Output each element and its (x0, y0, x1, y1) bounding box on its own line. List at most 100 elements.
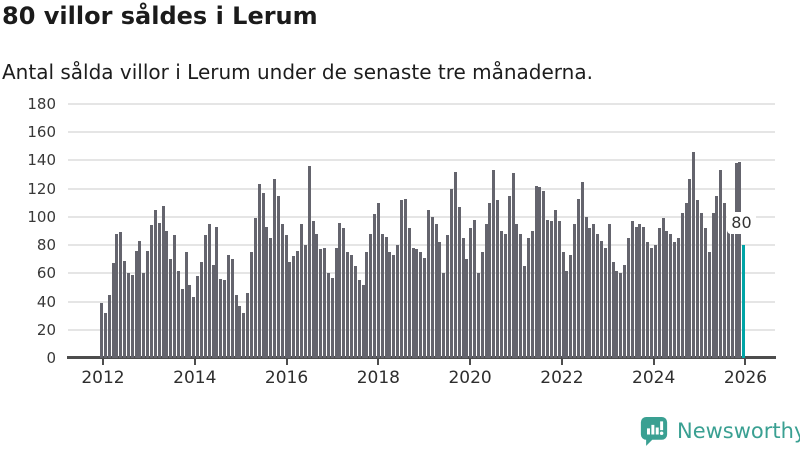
x-axis-tick (652, 359, 655, 365)
bar (530, 231, 534, 358)
bar (665, 231, 669, 358)
bar (642, 226, 646, 358)
bar (365, 252, 369, 358)
gridline (68, 131, 775, 134)
bar (469, 228, 473, 358)
bar (407, 228, 411, 358)
bar (511, 173, 515, 358)
bar (553, 209, 557, 358)
bar (399, 199, 403, 358)
bar (584, 216, 588, 358)
bar (657, 228, 661, 358)
bar (134, 250, 138, 358)
bar (738, 161, 742, 358)
page-title: 80 villor såldes i Lerum (2, 2, 318, 30)
bar-highlighted (742, 245, 746, 358)
x-axis-tick-label: 2018 (356, 368, 400, 388)
bar (226, 254, 230, 358)
bar (319, 249, 323, 358)
bar (323, 247, 327, 358)
bar (726, 228, 730, 358)
bar (280, 223, 284, 358)
bar (173, 235, 177, 358)
bar (561, 252, 565, 358)
bar (603, 247, 607, 358)
x-axis-tick (744, 359, 747, 365)
newsworthy-wordmark: Newsworthy (677, 419, 800, 443)
bar (638, 223, 642, 358)
bar (161, 205, 165, 358)
newsworthy-logo[interactable]: Newsworthy (640, 416, 800, 446)
bar (426, 209, 430, 358)
bar (392, 254, 396, 358)
bar (357, 280, 361, 358)
bar (499, 231, 503, 358)
bar (230, 259, 234, 358)
bar (242, 312, 246, 358)
bar (119, 232, 123, 358)
bar (480, 252, 484, 358)
bar (453, 171, 457, 358)
bar (619, 273, 623, 358)
bar (203, 235, 207, 358)
bar (615, 270, 619, 358)
bar (730, 214, 734, 358)
bar (207, 223, 211, 358)
bar (542, 191, 546, 358)
bar (376, 202, 380, 358)
bar (199, 262, 203, 358)
bar (269, 238, 273, 358)
y-axis-tick-label: 140 (27, 151, 56, 170)
x-axis-tick (102, 359, 104, 365)
bar (126, 273, 130, 358)
bar (661, 218, 665, 358)
bar (434, 223, 438, 358)
x-axis-tick (193, 359, 196, 365)
bar (538, 187, 542, 358)
bar (734, 163, 738, 358)
bar (165, 231, 169, 358)
bar (492, 170, 496, 358)
y-axis-tick-label: 100 (27, 207, 56, 226)
gridline (68, 187, 775, 190)
bar (196, 276, 200, 358)
bar (684, 202, 688, 358)
bar (257, 184, 261, 358)
bar (265, 226, 269, 358)
bar (188, 284, 192, 358)
x-axis-tick-label: 2020 (448, 368, 492, 388)
bar (153, 209, 157, 358)
bar (476, 273, 480, 358)
bar (634, 226, 638, 358)
y-axis-tick-label: 0 (46, 349, 56, 367)
bar (438, 242, 442, 358)
bar (707, 252, 711, 358)
x-axis-tick (560, 359, 563, 365)
x-axis-tick-label: 2024 (632, 368, 676, 388)
bar (461, 238, 465, 358)
bar (334, 247, 338, 358)
bar (696, 199, 700, 358)
bar (411, 247, 415, 358)
bar (284, 235, 288, 358)
bar (361, 284, 365, 358)
gridline (68, 215, 775, 218)
bar (396, 245, 400, 358)
bar (249, 252, 253, 358)
bar (103, 312, 107, 358)
bar (215, 226, 219, 358)
bar (169, 259, 173, 358)
bar (719, 170, 723, 358)
x-axis-tick (285, 359, 288, 365)
bar (557, 221, 561, 358)
x-axis-tick (469, 359, 472, 365)
bar (292, 256, 296, 358)
bar (415, 249, 419, 358)
bar (596, 233, 600, 358)
bar (273, 178, 277, 358)
bar (115, 233, 119, 358)
bar (423, 257, 427, 358)
bar (699, 212, 703, 358)
x-axis-tick (377, 359, 380, 365)
